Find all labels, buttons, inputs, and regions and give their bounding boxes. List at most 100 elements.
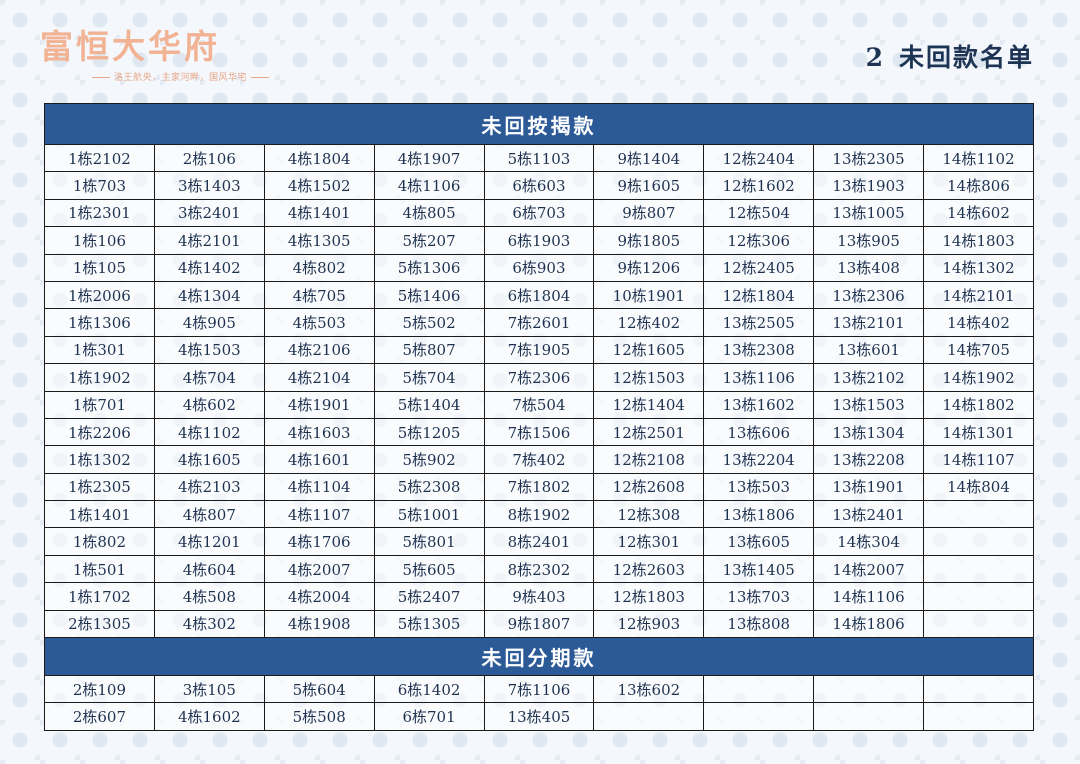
unit-cell: 8栋2401 — [483, 527, 595, 556]
logo-wordmark: 富恒大华府 — [40, 27, 220, 66]
unit-cell: 4栋1601 — [263, 445, 375, 474]
unit-cell: 12栋2108 — [593, 445, 705, 474]
unit-cell: 6栋1804 — [483, 280, 595, 310]
unit-cell: 4栋602 — [153, 390, 265, 419]
unit-cell: 13栋1106 — [703, 363, 815, 392]
unit-cell: 12栋402 — [593, 308, 705, 337]
table-row: 1栋1302 4栋1605 4栋1601 5栋902 7栋402 12栋2108 13栋22… — [44, 445, 1034, 474]
unit-cell: 4栋508 — [153, 582, 265, 611]
unit-cell: 14栋1302 — [923, 253, 1034, 282]
unit-cell: 9栋1404 — [593, 143, 705, 173]
unit-cell: 3栋2401 — [153, 198, 265, 228]
table-row: 1栋701 4栋602 4栋1901 5栋1404 7栋504 12栋1404 13栋160… — [44, 390, 1034, 419]
unit-cell: 5栋704 — [373, 363, 485, 392]
unit-cell: 4栋802 — [263, 253, 375, 282]
unit-cell: 12栋1803 — [593, 582, 705, 611]
unit-cell: 13栋1405 — [703, 554, 815, 584]
unit-cell: 4栋1102 — [153, 417, 265, 447]
unit-cell: 5栋207 — [373, 226, 485, 255]
unit-cell: 12栋2405 — [703, 253, 815, 282]
unit-cell: 1栋2102 — [44, 143, 155, 173]
unit-cell: 14栋804 — [923, 472, 1034, 502]
page-title-text: 未回款名单 — [898, 43, 1034, 72]
table-row: 1栋2301 3栋2401 4栋1401 4栋805 6栋703 9栋807 12栋504 1… — [44, 198, 1034, 228]
table-row: 1栋301 4栋1503 4栋2106 5栋807 7栋1905 12栋1605 13栋23… — [44, 335, 1034, 365]
table-row: 1栋1702 4栋508 4栋2004 5栋2407 9栋403 12栋1803 13栋70… — [44, 582, 1034, 611]
table-row: 2栋607 4栋1602 5栋508 6栋701 13栋405 — [44, 702, 1034, 731]
unit-cell: 14栋602 — [923, 198, 1034, 228]
unit-cell: 12栋1804 — [703, 280, 815, 310]
unit-cell: 12栋308 — [593, 500, 705, 529]
unit-cell: 12栋1503 — [593, 363, 705, 392]
unit-cell: 14栋806 — [923, 171, 1034, 200]
unit-cell: 4栋302 — [153, 609, 265, 639]
unit-cell: 5栋1205 — [373, 417, 485, 447]
unit-cell: 5栋1404 — [373, 390, 485, 419]
unit-cell: 12栋504 — [703, 198, 815, 228]
unit-cell: 12栋306 — [703, 226, 815, 255]
unit-cell: 12栋2501 — [593, 417, 705, 447]
page-title-number: 2 — [865, 43, 885, 72]
table-row: 2栋109 3栋105 5栋604 6栋1402 7栋1106 13栋602 — [44, 675, 1034, 704]
unit-cell: 13栋2308 — [703, 335, 815, 365]
unit-cell: 13栋408 — [813, 253, 924, 282]
unit-cell: 12栋903 — [593, 609, 705, 639]
unit-cell: 3栋105 — [153, 675, 265, 704]
unit-cell: 13栋905 — [813, 226, 924, 255]
unit-cell: 4栋1402 — [153, 253, 265, 282]
unit-cell: 4栋604 — [153, 554, 265, 584]
unit-cell: 6栋603 — [483, 171, 595, 200]
unit-cell: 13栋2102 — [813, 363, 924, 392]
unit-cell: 1栋1702 — [44, 582, 155, 611]
unit-cell: 1栋105 — [44, 253, 155, 282]
unit-cell: 14栋1902 — [923, 363, 1034, 392]
unit-cell: 8栋2302 — [483, 554, 595, 584]
unit-cell: 9栋807 — [593, 198, 705, 228]
unit-cell: 1栋2305 — [44, 472, 155, 502]
unit-cell: 7栋1905 — [483, 335, 595, 365]
table-row: 1栋2102 2栋106 4栋1804 4栋1907 5栋1103 9栋1404 12栋24… — [44, 143, 1034, 173]
table-row: 2栋1305 4栋302 4栋1908 5栋1305 9栋1807 12栋903 13栋80… — [44, 609, 1034, 639]
unit-cell: 5栋2407 — [373, 582, 485, 611]
table-row: 1栋802 4栋1201 4栋1706 5栋801 8栋2401 12栋301 13栋605… — [44, 527, 1034, 556]
section-header-row: 未回分期款 — [44, 637, 1034, 677]
unit-cell — [923, 702, 1034, 731]
unit-cell: 4栋905 — [153, 308, 265, 337]
unit-cell: 4栋1107 — [263, 500, 375, 529]
unit-cell: 4栋805 — [373, 198, 485, 228]
table-row: 1栋703 3栋1403 4栋1502 4栋1106 6栋603 9栋1605 12栋160… — [44, 171, 1034, 200]
unit-cell: 14栋1301 — [923, 417, 1034, 447]
unit-cell: 1栋2006 — [44, 280, 155, 310]
unit-cell: 6栋1903 — [483, 226, 595, 255]
unit-cell: 12栋1602 — [703, 171, 815, 200]
unit-cell: 1栋1302 — [44, 445, 155, 474]
unit-cell: 4栋1201 — [153, 527, 265, 556]
unit-cell: 13栋1602 — [703, 390, 815, 419]
unit-cell: 2栋1305 — [44, 609, 155, 639]
unit-cell — [923, 500, 1034, 529]
unit-cell — [703, 675, 815, 704]
unit-cell: 5栋801 — [373, 527, 485, 556]
unit-cell: 9栋1805 — [593, 226, 705, 255]
unit-cell — [923, 554, 1034, 584]
unit-cell: 4栋1907 — [373, 143, 485, 173]
logo-slogan: 洛王航央，主家河畔，国风华宅 — [40, 70, 280, 83]
unit-cell: 7栋1106 — [483, 675, 595, 704]
unit-cell: 1栋1902 — [44, 363, 155, 392]
unit-cell: 14栋1102 — [923, 143, 1034, 173]
unit-cell: 9栋403 — [483, 582, 595, 611]
unit-cell: 13栋1901 — [813, 472, 924, 502]
unit-cell: 4栋2103 — [153, 472, 265, 502]
unit-cell: 6栋1402 — [373, 675, 485, 704]
unit-cell: 4栋1602 — [153, 702, 265, 731]
unit-cell: 4栋1304 — [153, 280, 265, 310]
unit-cell — [703, 702, 815, 731]
unit-cell: 5栋1001 — [373, 500, 485, 529]
unit-cell: 13栋405 — [483, 702, 595, 731]
table-row: 1栋501 4栋604 4栋2007 5栋605 8栋2302 12栋2603 13栋140… — [44, 554, 1034, 584]
unit-cell: 9栋1605 — [593, 171, 705, 200]
unit-cell: 4栋1603 — [263, 417, 375, 447]
unit-cell: 1栋701 — [44, 390, 155, 419]
unit-cell: 14栋2101 — [923, 280, 1034, 310]
unit-cell: 1栋1401 — [44, 500, 155, 529]
